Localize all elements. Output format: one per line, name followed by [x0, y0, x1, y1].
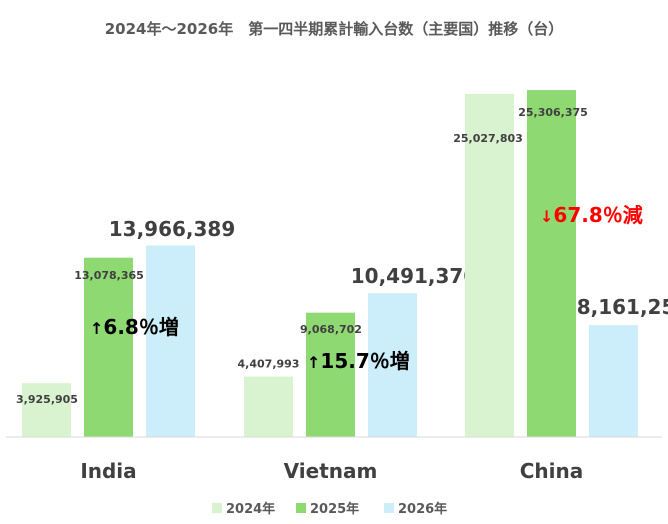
legend-swatch-2	[384, 503, 394, 513]
bar-vietnam-1	[306, 312, 355, 437]
data-label-china-1: 25,306,375	[518, 106, 588, 119]
legend: 2024年 2025年 2026年	[212, 501, 447, 517]
category-labels: India Vietnam China	[80, 459, 583, 483]
arrow-up-icon: ↑	[90, 319, 103, 338]
category-label-china: China	[520, 459, 584, 483]
bar-china-0	[465, 93, 514, 437]
bar-india-0	[22, 383, 71, 437]
category-label-india: India	[80, 459, 136, 483]
data-label-vietnam-1: 9,068,702	[300, 323, 362, 336]
bar-vietnam-2	[368, 293, 417, 437]
legend-swatch-1	[296, 503, 306, 513]
legend-label-0: 2024年	[226, 501, 275, 517]
bar-india-2	[146, 245, 195, 437]
legend-swatch-0	[212, 503, 222, 513]
arrow-up-icon: ↑	[307, 353, 320, 372]
bar-china-2	[589, 325, 638, 437]
bar-vietnam-0	[244, 376, 293, 437]
annotation-text: 6.8％増	[103, 315, 178, 339]
annotation-china: ↓67.8％減	[540, 203, 643, 227]
annotation-india: ↑6.8％増	[90, 315, 179, 339]
data-label-vietnam-0: 4,407,993	[238, 358, 300, 371]
bars: 3,925,905 13,078,365 13,966,389 4,407,993 9,…	[16, 90, 668, 437]
arrow-down-icon: ↓	[540, 207, 553, 226]
data-label-china-0: 25,027,803	[453, 132, 523, 145]
annotations: ↑6.8％増↑15.7％増↓67.8％減	[90, 203, 643, 373]
bar-china-1	[527, 90, 576, 437]
annotation-text: 15.7％増	[320, 349, 409, 373]
legend-label-2: 2026年	[398, 501, 447, 517]
annotation-vietnam: ↑15.7％増	[307, 349, 410, 373]
data-label-india-0: 3,925,905	[16, 393, 78, 406]
category-label-vietnam: Vietnam	[284, 459, 378, 483]
chart-title: 2024年～2026年 第一四半期累計輸入台数（主要国）推移（台）	[105, 20, 564, 38]
legend-label-1: 2025年	[310, 501, 359, 517]
data-label-india-2: 13,966,389	[109, 217, 236, 241]
bar-india-1	[84, 257, 133, 437]
data-label-china-2: 8,161,251	[577, 295, 668, 319]
data-label-india-1: 13,078,365	[74, 269, 144, 282]
data-label-vietnam-2: 10,491,370	[351, 264, 478, 288]
annotation-text: 67.8％減	[553, 203, 642, 227]
